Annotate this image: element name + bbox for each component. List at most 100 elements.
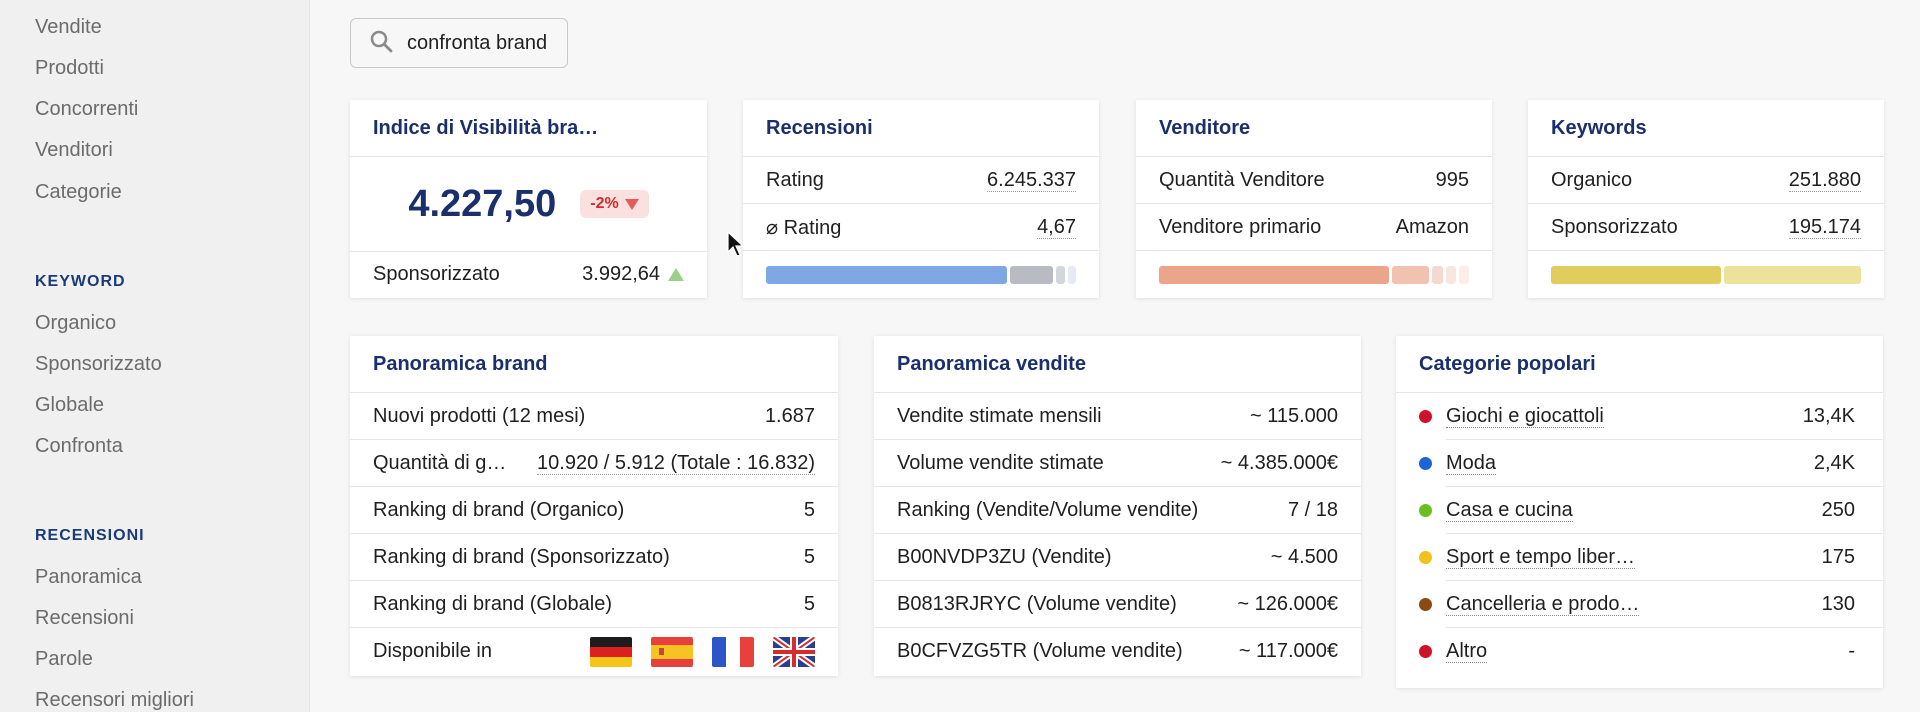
flag-de-icon[interactable]	[590, 636, 632, 667]
bar-segment[interactable]	[1392, 265, 1429, 284]
category-value: 175	[1821, 545, 1855, 568]
category-row-inner: Altro -	[1446, 628, 1883, 675]
row-label[interactable]: B0813RJRYC (Volume vendite)	[897, 592, 1177, 615]
sidebar-item-venditori[interactable]: Venditori	[35, 139, 113, 161]
card-title: Panoramica vendite	[874, 336, 1361, 393]
arrow-down-icon	[624, 198, 639, 210]
bar-segment[interactable]	[1068, 265, 1076, 284]
category-label[interactable]: Sport e tempo liber…	[1446, 545, 1635, 569]
sidebar-item-parole[interactable]: Parole	[35, 648, 93, 670]
sidebar-item-concorrenti[interactable]: Concorrenti	[35, 98, 139, 120]
category-dot-icon	[1419, 645, 1432, 658]
available-in-row: Disponibile in	[350, 628, 838, 675]
sidebar-item-globale[interactable]: Globale	[35, 394, 104, 416]
sales-row: Volume vendite stimate ~ 4.385.000€	[874, 440, 1361, 487]
bar-segment[interactable]	[766, 265, 1007, 284]
row-label: Rating	[766, 168, 824, 191]
row-value[interactable]: 10.920 / 5.912 (Totale : 16.832)	[537, 451, 815, 475]
row-label: Sponsorizzato	[1551, 215, 1678, 238]
sidebar-item-panoramica[interactable]: Panoramica	[35, 566, 142, 588]
sales-row: Ranking (Vendite/Volume vendite) 7 / 18	[874, 487, 1361, 534]
sidebar-item-recensioni[interactable]: Recensioni	[35, 607, 134, 629]
row-value: ~ 117.000€	[1238, 640, 1338, 662]
sales-row: Vendite stimate mensili ~ 115.000	[874, 393, 1361, 440]
sidebar-item-categorie[interactable]: Categorie	[35, 181, 122, 203]
mouse-cursor-icon	[727, 230, 745, 257]
category-row: Moda 2,4K	[1396, 440, 1883, 487]
category-label[interactable]: Giochi e giocattoli	[1446, 404, 1604, 428]
flag-es-icon[interactable]	[651, 636, 693, 667]
category-label[interactable]: Altro	[1446, 640, 1488, 663]
row-label[interactable]: B0CFVZG5TR (Volume vendite)	[897, 640, 1183, 662]
category-label[interactable]: Cancelleria e prodo…	[1446, 592, 1640, 616]
sponsored-row: Sponsorizzato 195.174	[1528, 204, 1884, 251]
popular-categories-card: Categorie popolari Giochi e giocattoli 13…	[1396, 336, 1883, 688]
row-value: ~ 4.385.000€	[1220, 451, 1338, 474]
bar-segment[interactable]	[1010, 265, 1053, 284]
search-box[interactable]	[350, 18, 568, 68]
sidebar-item-organico[interactable]: Organico	[35, 312, 117, 334]
card-title: Categorie popolari	[1396, 336, 1883, 393]
flag-fr-icon[interactable]	[712, 636, 754, 667]
search-input[interactable]	[407, 31, 567, 55]
row-value: 7 / 18	[1287, 498, 1338, 521]
sidebar-item-confronta[interactable]: Confronta	[35, 435, 123, 457]
row-value[interactable]: 251.880	[1788, 168, 1861, 192]
seller-quantity-row: Quantità Venditore 995	[1136, 157, 1492, 204]
row-value[interactable]: 4,67	[1037, 215, 1076, 239]
row-value[interactable]: 195.174	[1788, 215, 1861, 239]
row-value: ~ 4.500	[1270, 545, 1338, 568]
row-label: Ranking di brand (Organico)	[373, 498, 625, 521]
visibility-index-card: Indice di Visibilità bra… 4.227,50 -2% S…	[350, 100, 707, 298]
row-label: Quantità di g…	[373, 451, 507, 474]
category-row-inner: Cancelleria e prodo… 130	[1446, 581, 1883, 628]
rating-row: Rating 6.245.337	[743, 157, 1099, 204]
row-value: 5	[803, 498, 815, 521]
seller-card: Venditore Quantità Venditore 995 Vendito…	[1136, 100, 1492, 298]
sidebar: Vendite Prodotti Concorrenti Venditori C…	[0, 0, 310, 712]
category-dot-icon	[1419, 551, 1432, 564]
flag-uk-icon[interactable]	[773, 636, 815, 667]
overview-row: Ranking di brand (Globale) 5	[350, 581, 838, 628]
organic-row: Organico 251.880	[1528, 157, 1884, 204]
change-badge-value: -2%	[590, 195, 619, 212]
category-row: Giochi e giocattoli 13,4K	[1396, 393, 1883, 440]
brand-overview-card: Panoramica brand Nuovi prodotti (12 mesi…	[350, 336, 838, 676]
bar-segment[interactable]	[1724, 265, 1861, 284]
row-label: Ranking di brand (Globale)	[373, 592, 613, 615]
card-title: Venditore	[1136, 100, 1492, 157]
category-value: 13,4K	[1802, 404, 1855, 427]
row-value: 5	[803, 545, 815, 568]
category-value: -	[1848, 640, 1855, 662]
row-value: ~ 115.000	[1249, 404, 1338, 427]
search-icon	[369, 29, 393, 58]
row-value[interactable]: 6.245.337	[987, 168, 1076, 192]
bar-segment[interactable]	[1551, 265, 1721, 284]
sales-row: B0CFVZG5TR (Volume vendite) ~ 117.000€	[874, 628, 1361, 675]
sidebar-item-vendite[interactable]: Vendite	[35, 16, 102, 38]
sidebar-item-recensori-migliori[interactable]: Recensori migliori	[35, 689, 194, 711]
bar-segment[interactable]	[1056, 265, 1065, 284]
category-row-inner: Giochi e giocattoli 13,4K	[1446, 393, 1883, 440]
visibility-index-value: 4.227,50	[408, 182, 557, 225]
category-label[interactable]: Moda	[1446, 451, 1497, 475]
row-label[interactable]: B00NVDP3ZU (Vendite)	[897, 545, 1112, 568]
bar-segment[interactable]	[1159, 265, 1389, 284]
reviews-card: Recensioni Rating 6.245.337 ⌀ Rating 4,6…	[743, 100, 1099, 298]
row-value: 995	[1435, 168, 1469, 191]
row-value: 5	[803, 592, 815, 615]
bar-segment[interactable]	[1446, 265, 1456, 284]
sidebar-item-sponsorizzato[interactable]: Sponsorizzato	[35, 353, 162, 375]
category-label[interactable]: Casa e cucina	[1446, 498, 1573, 522]
category-row-inner: Sport e tempo liber… 175	[1446, 534, 1883, 581]
keywords-distribution	[1528, 251, 1884, 298]
bar-segment[interactable]	[1459, 265, 1469, 284]
row-value: 1.687	[764, 404, 815, 427]
sidebar-item-prodotti[interactable]: Prodotti	[35, 57, 104, 79]
bar-segment[interactable]	[1432, 265, 1443, 284]
card-title: Keywords	[1528, 100, 1884, 157]
row-label: Quantità Venditore	[1159, 168, 1325, 191]
overview-row: Nuovi prodotti (12 mesi) 1.687	[350, 393, 838, 440]
row-label: Ranking (Vendite/Volume vendite)	[897, 498, 1199, 521]
category-row-inner: Casa e cucina 250	[1446, 487, 1883, 534]
